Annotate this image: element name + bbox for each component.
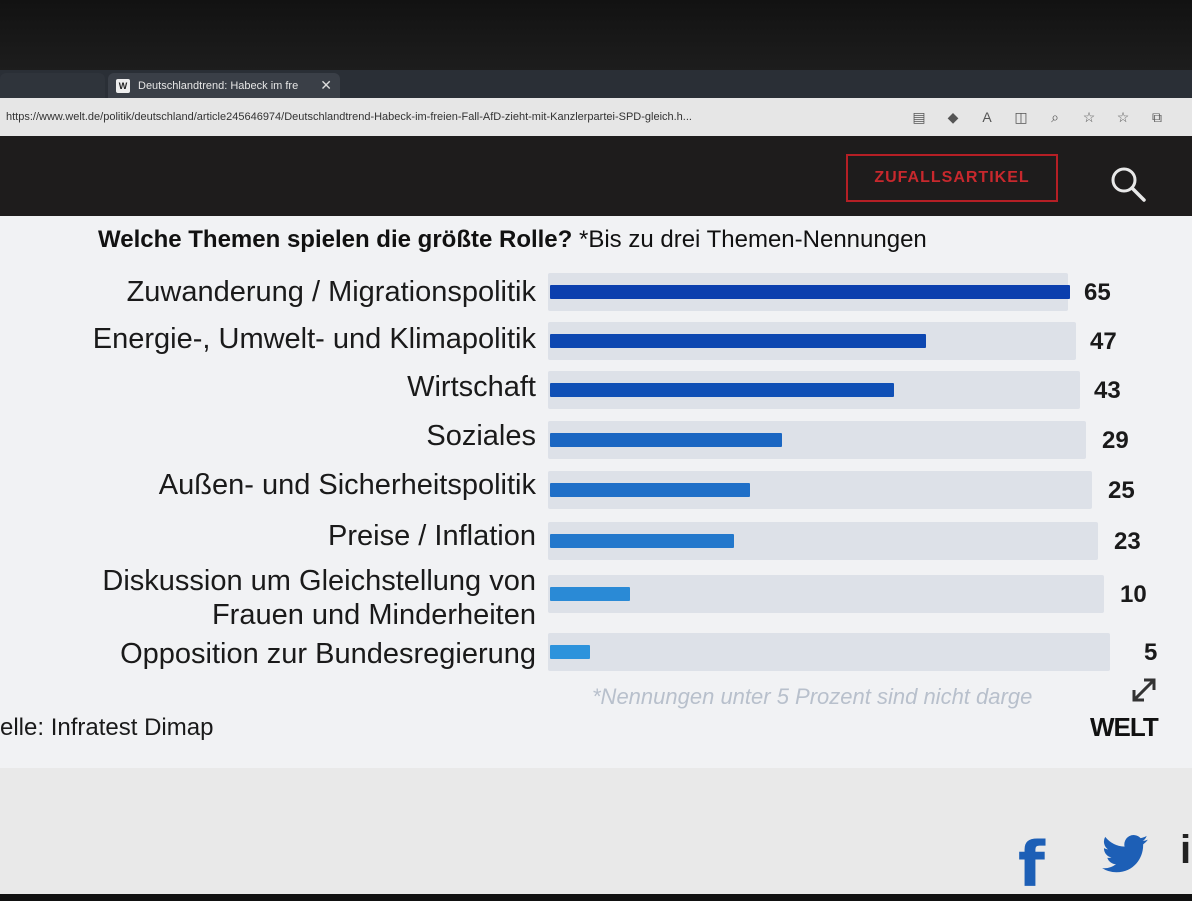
value-label: 47 [1090,328,1117,355]
category-label: Wirtschaft [407,371,536,403]
split-screen-icon[interactable]: ◫ [1014,108,1028,125]
bar [550,285,1070,299]
bar [550,433,782,447]
value-label: 25 [1108,477,1135,504]
page-lower-area: f i [0,768,1192,901]
category-label: Außen- und Sicherheitspolitik [158,469,536,501]
category-label: Zuwanderung / Migrationspolitik [126,276,536,308]
site-header: ZUFALLSARTIKEL [0,136,1192,216]
welt-favicon-icon: W [116,78,130,93]
bar-track [548,575,1104,613]
shield-icon[interactable]: ◆ [947,108,959,125]
expand-icon[interactable] [1124,670,1164,710]
value-label: 23 [1114,528,1141,555]
value-label: 43 [1094,377,1121,404]
collections-icon[interactable]: ⧉ [1152,108,1162,125]
reader-mode-icon[interactable]: ▤ [912,108,926,125]
welt-logo: WELT [1090,712,1159,742]
category-label: Preise / Inflation [328,520,536,552]
bar-chart: 65 47 43 29 25 23 10 5 [548,216,1192,768]
close-tab-icon[interactable]: ✕ [320,77,332,93]
browser-tab-bar: W Deutschlandtrend: Habeck im fre ✕ [0,70,1192,98]
category-labels: Zuwanderung / Migrationspolitik Energie-… [0,216,540,768]
read-aloud-icon[interactable]: A [982,109,992,125]
bar [550,534,734,548]
random-article-button[interactable]: ZUFALLSARTIKEL [846,154,1058,202]
category-label: Diskussion um Gleichstellung von Frauen … [102,565,536,631]
bar [550,383,894,397]
tab-title: Deutschlandtrend: Habeck im fre [138,79,299,92]
browser-tab-active[interactable]: W Deutschlandtrend: Habeck im fre ✕ [108,73,340,98]
category-label: Opposition zur Bundesregierung [120,638,536,670]
value-label: 65 [1084,279,1111,306]
value-label: 29 [1102,427,1129,454]
chart-title: Welche Themen spielen die größte Rolle? … [98,226,927,254]
browser-tab-inactive-2[interactable] [345,73,465,98]
address-bar[interactable]: https://www.welt.de/politik/deutschland/… [0,98,1192,136]
zoom-icon[interactable]: ⌕ [1051,108,1059,125]
chart-source: elle: Infratest Dimap [0,714,214,741]
favorites-icon[interactable]: ☆ [1116,108,1130,125]
twitter-icon[interactable] [1100,830,1150,880]
category-label: Energie-, Umwelt- und Klimapolitik [92,323,536,355]
facebook-icon[interactable]: f [1018,828,1045,901]
search-icon[interactable] [1108,164,1148,204]
monitor-bezel [0,0,1192,70]
bar-track [548,633,1110,671]
add-favorite-icon[interactable]: ☆ [1082,108,1096,125]
url-text[interactable]: https://www.welt.de/politik/deutschland/… [6,111,692,123]
bar [550,334,926,348]
value-label: 5 [1144,639,1158,666]
chart-title-bold: Welche Themen spielen die größte Rolle? [98,226,573,253]
footnote: *Nennungen unter 5 Prozent sind nicht da… [592,684,1033,709]
bar [550,645,590,659]
chart-container: Welche Themen spielen die größte Rolle? … [0,216,1192,768]
bar [550,587,630,601]
browser-tab-inactive[interactable] [0,73,105,98]
category-label: Soziales [426,420,536,452]
value-label: 10 [1120,581,1147,608]
bar [550,483,750,497]
more-share-icon[interactable]: i [1180,828,1192,872]
chart-title-subtitle: *Bis zu drei Themen-Nennungen [572,226,927,253]
